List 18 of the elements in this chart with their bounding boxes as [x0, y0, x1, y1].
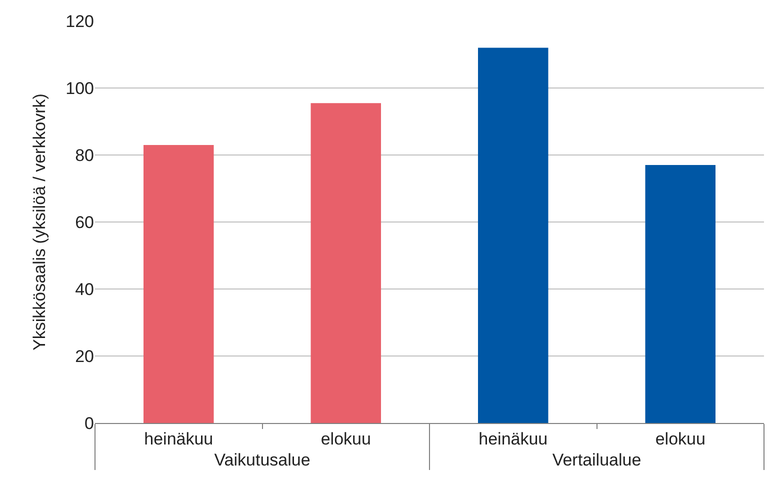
text: Vertailualue — [552, 450, 642, 470]
bar — [144, 144, 214, 423]
x-tick-label: elokuu — [320, 429, 371, 448]
y-tick-label: 20 — [75, 346, 94, 366]
y-axis-title: Yksikkösaalis (yksilöä / verkkovrk) — [30, 94, 50, 350]
y-tick-label: 100 — [66, 78, 94, 98]
y-tick-label: 40 — [75, 280, 94, 299]
x-tick-label: elokuu — [655, 429, 706, 448]
x-tick-label: heinäkuu — [478, 429, 548, 448]
y-tick-label: 0 — [84, 414, 94, 433]
bar — [310, 103, 381, 423]
y-tick-label: 120 — [66, 12, 94, 31]
x-tick-label: heinäkuu — [144, 429, 214, 448]
bar — [478, 48, 548, 423]
bar — [645, 165, 716, 423]
y-tick-label: 60 — [75, 212, 94, 232]
y-tick-label: 80 — [75, 146, 94, 165]
text: Vaikutusalue — [214, 450, 310, 470]
